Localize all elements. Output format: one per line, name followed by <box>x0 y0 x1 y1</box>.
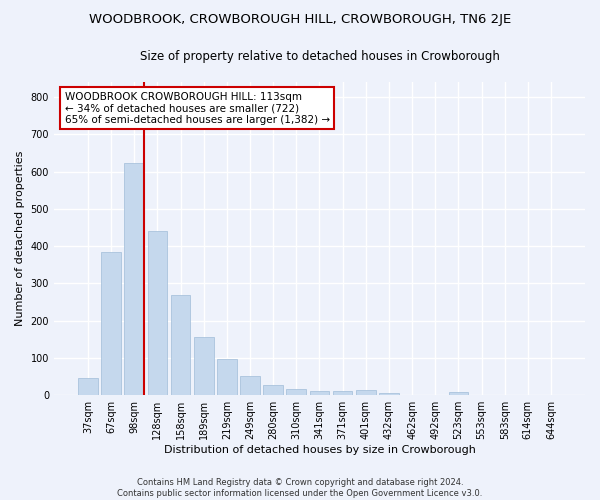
Text: WOODBROOK, CROWBOROUGH HILL, CROWBOROUGH, TN6 2JE: WOODBROOK, CROWBOROUGH HILL, CROWBOROUGH… <box>89 12 511 26</box>
Title: Size of property relative to detached houses in Crowborough: Size of property relative to detached ho… <box>140 50 499 63</box>
X-axis label: Distribution of detached houses by size in Crowborough: Distribution of detached houses by size … <box>164 445 475 455</box>
Bar <box>194 338 214 395</box>
Y-axis label: Number of detached properties: Number of detached properties <box>15 151 25 326</box>
Text: Contains HM Land Registry data © Crown copyright and database right 2024.
Contai: Contains HM Land Registry data © Crown c… <box>118 478 482 498</box>
Bar <box>333 391 352 395</box>
Bar <box>310 391 329 395</box>
Bar <box>101 252 121 395</box>
Bar <box>170 296 190 395</box>
Bar <box>78 378 98 395</box>
Bar <box>449 392 468 395</box>
Bar <box>217 360 236 395</box>
Bar <box>379 392 399 395</box>
Bar <box>148 230 167 395</box>
Text: WOODBROOK CROWBOROUGH HILL: 113sqm
← 34% of detached houses are smaller (722)
65: WOODBROOK CROWBOROUGH HILL: 113sqm ← 34%… <box>65 92 329 125</box>
Bar <box>263 385 283 395</box>
Bar <box>240 376 260 395</box>
Bar <box>356 390 376 395</box>
Bar <box>124 164 144 395</box>
Bar <box>286 388 306 395</box>
